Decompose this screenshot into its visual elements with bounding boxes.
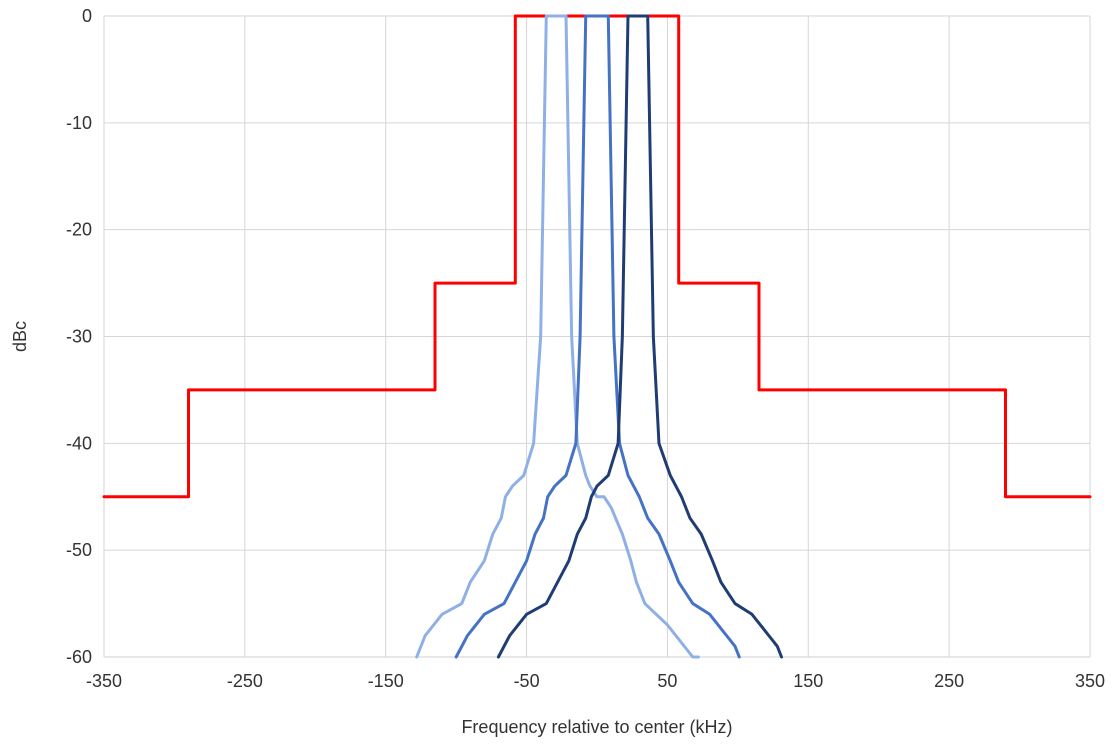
x-tick-label: -350	[86, 671, 122, 691]
mask-line	[102, 14, 1092, 499]
spectrum-line-right	[496, 14, 784, 659]
series-layer	[102, 14, 1092, 659]
y-tick-label: -50	[66, 540, 92, 560]
x-tick-label: 150	[793, 671, 823, 691]
tick-labels: -350 -250 -150 -50 50 150 250 350 0 -10 -20 -30 -40 -…	[66, 6, 1105, 691]
x-tick-label: 350	[1075, 671, 1105, 691]
x-axis-title: Frequency relative to center (kHz)	[461, 717, 732, 737]
spectrum-line-left	[415, 14, 700, 659]
y-tick-label: 0	[82, 6, 92, 26]
x-tick-label: -50	[514, 671, 540, 691]
y-tick-label: -10	[66, 113, 92, 133]
x-tick-label: -150	[368, 671, 404, 691]
y-tick-label: -20	[66, 220, 92, 240]
y-tick-label: -60	[66, 647, 92, 667]
y-axis-title: dBc	[10, 321, 30, 352]
y-tick-label: -30	[66, 327, 92, 347]
x-tick-label: 50	[657, 671, 677, 691]
y-tick-label: -40	[66, 433, 92, 453]
grid	[103, 15, 1091, 658]
x-tick-label: 250	[934, 671, 964, 691]
spectrum-line-center	[454, 14, 741, 659]
x-tick-label: -250	[227, 671, 263, 691]
